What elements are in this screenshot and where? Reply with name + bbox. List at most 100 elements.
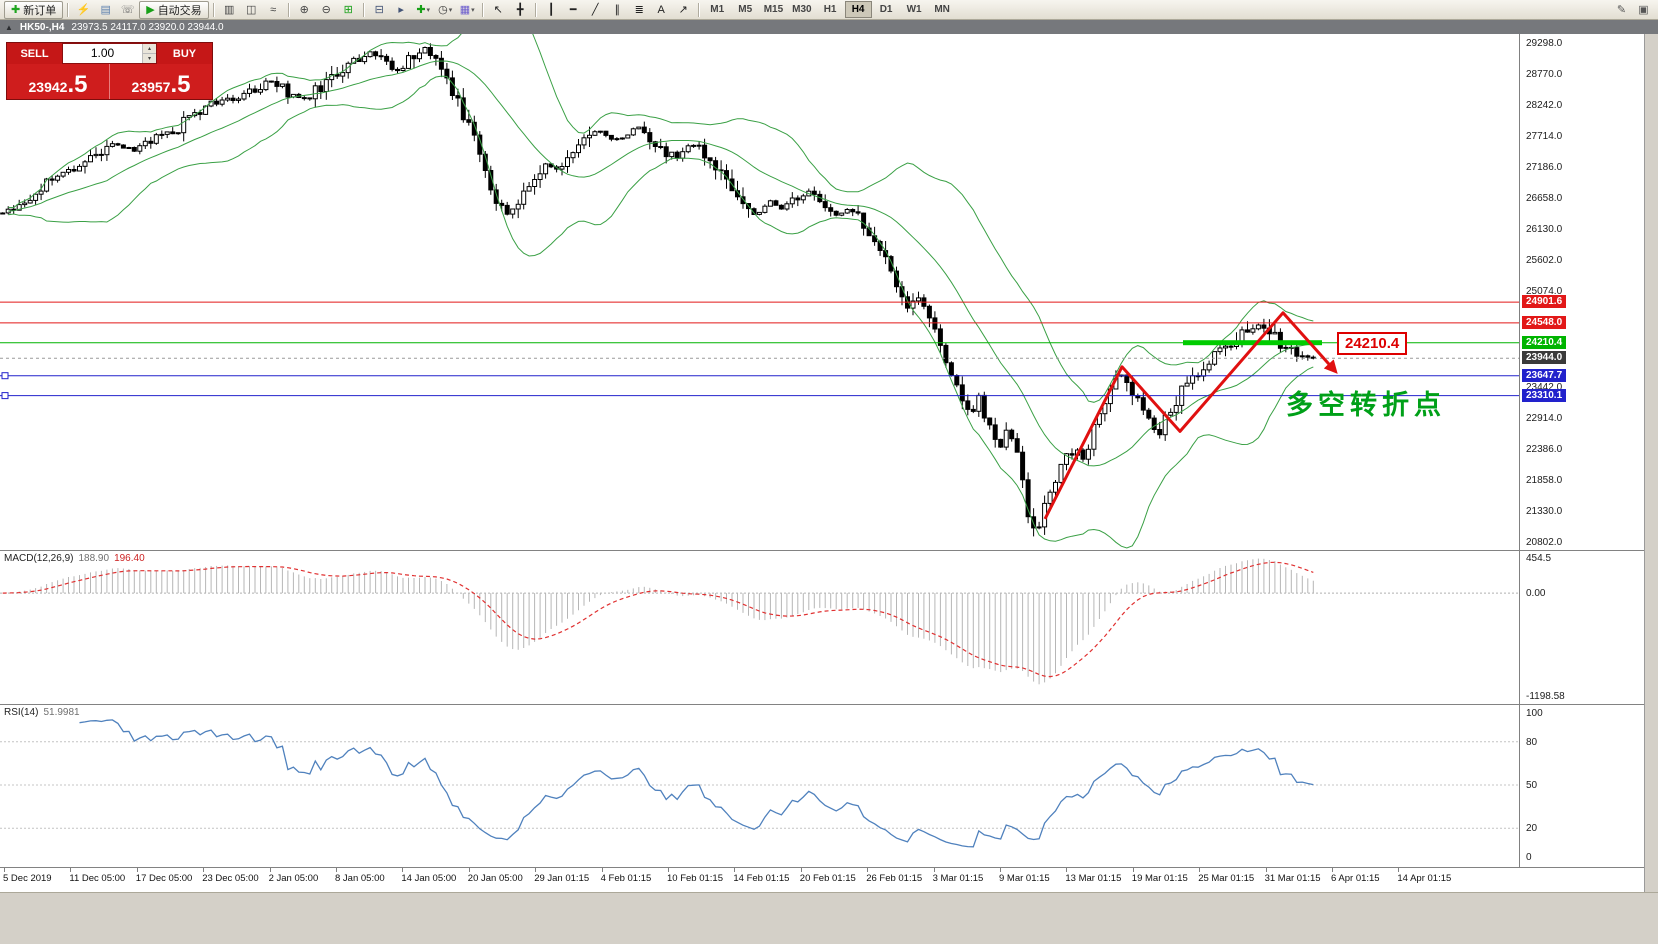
- volume-field[interactable]: 1.00 ▴ ▾: [62, 43, 157, 64]
- channel-icon[interactable]: ∥: [607, 1, 628, 19]
- timeframe-mn[interactable]: MN: [934, 4, 950, 15]
- support-highlight[interactable]: [1183, 340, 1322, 346]
- templates-button[interactable]: ▦ ▾: [457, 1, 478, 19]
- line-chart-icon-glyph-icon: ≈: [270, 3, 277, 16]
- rsi-axis-label: 0: [1526, 852, 1532, 863]
- bollinger-middle-band: [8, 60, 1314, 467]
- zigzag-annotation[interactable]: [1043, 311, 1338, 520]
- bid-frac: .5: [67, 71, 88, 98]
- time-axis-label: 5 Dec 2019: [3, 873, 52, 884]
- macd-signal-value: 196.40: [114, 553, 145, 564]
- time-axis-label: 11 Dec 05:00: [69, 873, 126, 884]
- crosshair-icon-glyph-icon: ╋: [516, 4, 524, 16]
- rsi-line: [79, 719, 1314, 848]
- time-axis-label: 23 Dec 05:00: [202, 873, 259, 884]
- tile-windows-icon[interactable]: ⊞: [338, 1, 359, 19]
- volume-down-button[interactable]: ▾: [143, 54, 156, 63]
- window-edge: [1644, 34, 1658, 892]
- autotrading-button[interactable]: ▶ 自动交易: [139, 0, 209, 19]
- ask-frac: .5: [170, 71, 191, 98]
- toolbar-separator: [287, 2, 290, 17]
- ask-price[interactable]: 23957.5: [110, 64, 212, 99]
- vertical-line-icon[interactable]: ┃: [541, 1, 562, 19]
- bollinger-upper-band: [8, 34, 1314, 403]
- line-handle: [1, 392, 9, 400]
- timeframe-m30[interactable]: M30: [792, 4, 812, 15]
- volume-value[interactable]: 1.00: [90, 46, 115, 60]
- autotrading-glyph-icon: ▶: [146, 4, 155, 16]
- price-axis-label: 25074.0: [1526, 286, 1563, 297]
- time-axis-tick: [535, 868, 537, 872]
- time-axis-tick: [1199, 868, 1201, 872]
- price-callout-label[interactable]: 24210.4: [1337, 331, 1408, 355]
- autotrading-button-label: 自动交易: [157, 4, 202, 17]
- auto-scroll-icon[interactable]: ▸: [391, 1, 412, 19]
- timeframe-d1[interactable]: D1: [879, 4, 893, 15]
- add-indicator-button[interactable]: ✚ ▾: [413, 1, 434, 19]
- time-axis-label: 14 Jan 05:00: [401, 873, 457, 884]
- time-axis-label: 19 Mar 01:15: [1131, 873, 1188, 884]
- macd-canvas[interactable]: [0, 551, 1519, 704]
- horizontal-line-icon-glyph-icon: ━: [569, 4, 577, 16]
- bid-price[interactable]: 23942.5: [7, 64, 110, 99]
- price-axis-badge: 24548.0: [1522, 315, 1567, 329]
- templates-glyph-icon: ▦: [459, 4, 471, 16]
- periods-glyph-icon: ◷: [438, 4, 448, 16]
- print-icon[interactable]: ▤: [95, 1, 116, 19]
- bar-chart-icon[interactable]: ▥: [219, 1, 240, 19]
- new-order-button[interactable]: ✚ 新订单: [4, 0, 64, 19]
- arrow-tool-icon[interactable]: ↗: [673, 1, 694, 19]
- cursor-icon[interactable]: ↖: [488, 1, 509, 19]
- auto-scroll-icon-glyph-icon: ▸: [398, 4, 404, 16]
- volume-stepper: ▴ ▾: [142, 44, 156, 63]
- macd-signal-line: [2, 561, 1314, 678]
- panel-divider[interactable]: [0, 704, 1644, 705]
- horizontal-line-icon[interactable]: ━: [563, 1, 584, 19]
- time-axis-tick: [867, 868, 869, 872]
- timeframe-w1[interactable]: W1: [906, 4, 922, 15]
- line-chart-icon[interactable]: ≈: [263, 1, 284, 19]
- chart-canvas[interactable]: [0, 34, 1519, 550]
- time-axis-tick: [1132, 868, 1134, 872]
- rsi-panel[interactable]: RSI(14) 51.9981: [0, 705, 1519, 867]
- rsi-axis-label: 20: [1526, 823, 1538, 835]
- edit-icon[interactable]: ✎: [1611, 1, 1632, 19]
- print-icon-glyph-icon: ▤: [100, 4, 111, 16]
- support-icon[interactable]: ☏: [117, 1, 138, 19]
- rsi-canvas[interactable]: [0, 705, 1519, 867]
- price-axis-label: 28242.0: [1526, 99, 1563, 111]
- crosshair-icon[interactable]: ╋: [510, 1, 531, 19]
- arrange-windows-icon[interactable]: ⊟: [369, 1, 390, 19]
- timeframe-m15[interactable]: M15: [763, 4, 784, 15]
- candlestick-chart-icon[interactable]: ◫: [241, 1, 262, 19]
- volume-up-button[interactable]: ▴: [143, 44, 156, 54]
- zoom-in-icon[interactable]: ⊕: [294, 1, 315, 19]
- window-icon[interactable]: ▣: [1633, 1, 1654, 19]
- zoom-in-icon-glyph-icon: ⊕: [299, 4, 309, 16]
- timeframe-h4[interactable]: H4: [844, 1, 872, 18]
- timeframe-m5[interactable]: M5: [738, 4, 753, 15]
- alerts-icon-glyph-icon: ⚡: [76, 4, 91, 16]
- panel-divider[interactable]: [0, 550, 1644, 551]
- price-axis[interactable]: 29298.0 28770.0 28242.0 27714.0 27186.0 26658…: [1519, 34, 1644, 868]
- bollinger-lower-band: [8, 75, 1314, 549]
- zoom-out-icon[interactable]: ⊖: [316, 1, 337, 19]
- periods-button[interactable]: ◷ ▾: [435, 1, 456, 19]
- trendline-icon[interactable]: ╱: [585, 1, 606, 19]
- macd-panel[interactable]: MACD(12,26,9) 188.90 196.40: [0, 551, 1519, 704]
- collapse-icon[interactable]: ▲: [5, 22, 13, 32]
- sell-button[interactable]: SELL: [7, 43, 62, 64]
- timeframe-h1[interactable]: H1: [823, 4, 837, 15]
- annotation-text[interactable]: 多空转折点: [1286, 390, 1446, 420]
- time-axis[interactable]: 5 Dec 2019 11 Dec 05:00 17 Dec 05:00 23 Dec…: [0, 868, 1644, 892]
- time-axis-tick: [668, 868, 669, 872]
- support-icon-glyph-icon: ☏: [120, 4, 135, 16]
- text-icon[interactable]: A: [651, 1, 672, 19]
- buy-button[interactable]: BUY: [157, 43, 212, 64]
- chart-symbol-label: HK50-,H4: [19, 21, 65, 33]
- vertical-line-icon-glyph-icon: ┃: [547, 4, 555, 16]
- main-chart-panel[interactable]: SELL 1.00 ▴ ▾ BUY 23942.5 23957.5: [0, 34, 1519, 550]
- alerts-icon[interactable]: ⚡: [73, 1, 94, 19]
- fibonacci-icon[interactable]: ≣: [629, 1, 650, 19]
- timeframe-m1[interactable]: M1: [710, 4, 725, 15]
